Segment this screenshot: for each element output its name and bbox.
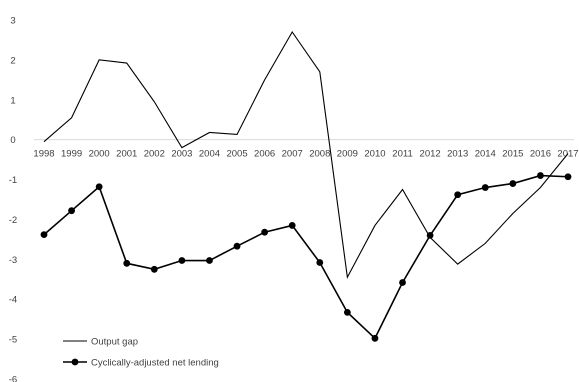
series-output-gap — [43, 30, 569, 280]
data-point — [178, 257, 186, 264]
legend-label: Output gap — [91, 337, 138, 348]
y-tick-label: -1 — [9, 175, 17, 186]
x-tick-label: 2002 — [144, 149, 165, 160]
y-tick-label: 3 — [10, 16, 15, 27]
x-tick-label: 2013 — [447, 149, 468, 160]
legend-label: Cyclically-adjusted net lending — [91, 358, 219, 369]
x-tick-label: 1999 — [61, 149, 82, 160]
data-point — [426, 232, 434, 239]
x-tick-label: 2004 — [199, 149, 220, 160]
legend-item: Output gap — [63, 337, 138, 348]
data-point — [150, 265, 158, 273]
data-point — [509, 180, 517, 187]
x-tick-label: 2014 — [475, 149, 496, 160]
legend-item: Cyclically-adjusted net lending — [63, 358, 219, 369]
data-point — [481, 184, 489, 191]
x-tick-label: 2016 — [530, 149, 551, 160]
y-tick-label: -5 — [9, 335, 17, 346]
data-point — [454, 191, 462, 199]
y-tick-label: -3 — [9, 255, 17, 266]
x-tick-label: 2006 — [254, 149, 275, 160]
data-point — [399, 279, 406, 286]
data-point — [537, 172, 544, 179]
x-tick-label: 2007 — [282, 149, 303, 160]
x-tick-label: 2012 — [420, 149, 441, 160]
legend: Output gap Cyclically-adjusted net lendin… — [63, 337, 219, 369]
series-cyclically-adjusted-net-lending — [40, 172, 572, 342]
series-line — [43, 30, 569, 280]
x-tick-label: 1998 — [33, 149, 54, 160]
x-tick-label: 2000 — [89, 149, 110, 160]
data-point — [316, 259, 324, 266]
y-tick-label: -6 — [9, 375, 17, 382]
data-point — [371, 334, 379, 342]
x-tick-label: 2005 — [226, 149, 247, 160]
series-layer — [40, 30, 572, 342]
x-tick-label: 2009 — [337, 149, 358, 160]
data-point — [206, 257, 213, 264]
x-axis-tick-labels: 1998 1999 2000 2001 2002 2003 2004 2005 2006 2007… — [33, 149, 578, 160]
series-line — [43, 174, 569, 340]
data-point — [95, 183, 103, 191]
x-tick-label: 2011 — [392, 149, 412, 160]
y-tick-label: 2 — [10, 55, 15, 66]
x-tick-label: 2001 — [116, 149, 137, 160]
y-tick-label: -4 — [9, 295, 17, 306]
data-point — [123, 259, 131, 267]
x-tick-label: 2015 — [502, 149, 523, 160]
data-point — [40, 231, 48, 239]
data-point — [288, 222, 296, 229]
data-point — [233, 242, 241, 250]
x-tick-label: 2008 — [309, 149, 330, 160]
y-axis-tick-labels: 3 2 1 0 -1 -2 -3 -4 -5 -6 — [9, 16, 17, 382]
y-tick-label: 0 — [10, 135, 15, 146]
legend-swatch-marker — [71, 358, 79, 366]
y-tick-label: -2 — [9, 215, 17, 226]
data-point — [68, 207, 75, 215]
y-tick-label: 1 — [10, 95, 15, 106]
data-point — [564, 173, 572, 181]
data-point — [261, 228, 269, 236]
x-tick-label: 2010 — [364, 149, 385, 160]
data-point — [343, 308, 351, 316]
x-tick-label: 2003 — [171, 149, 192, 160]
